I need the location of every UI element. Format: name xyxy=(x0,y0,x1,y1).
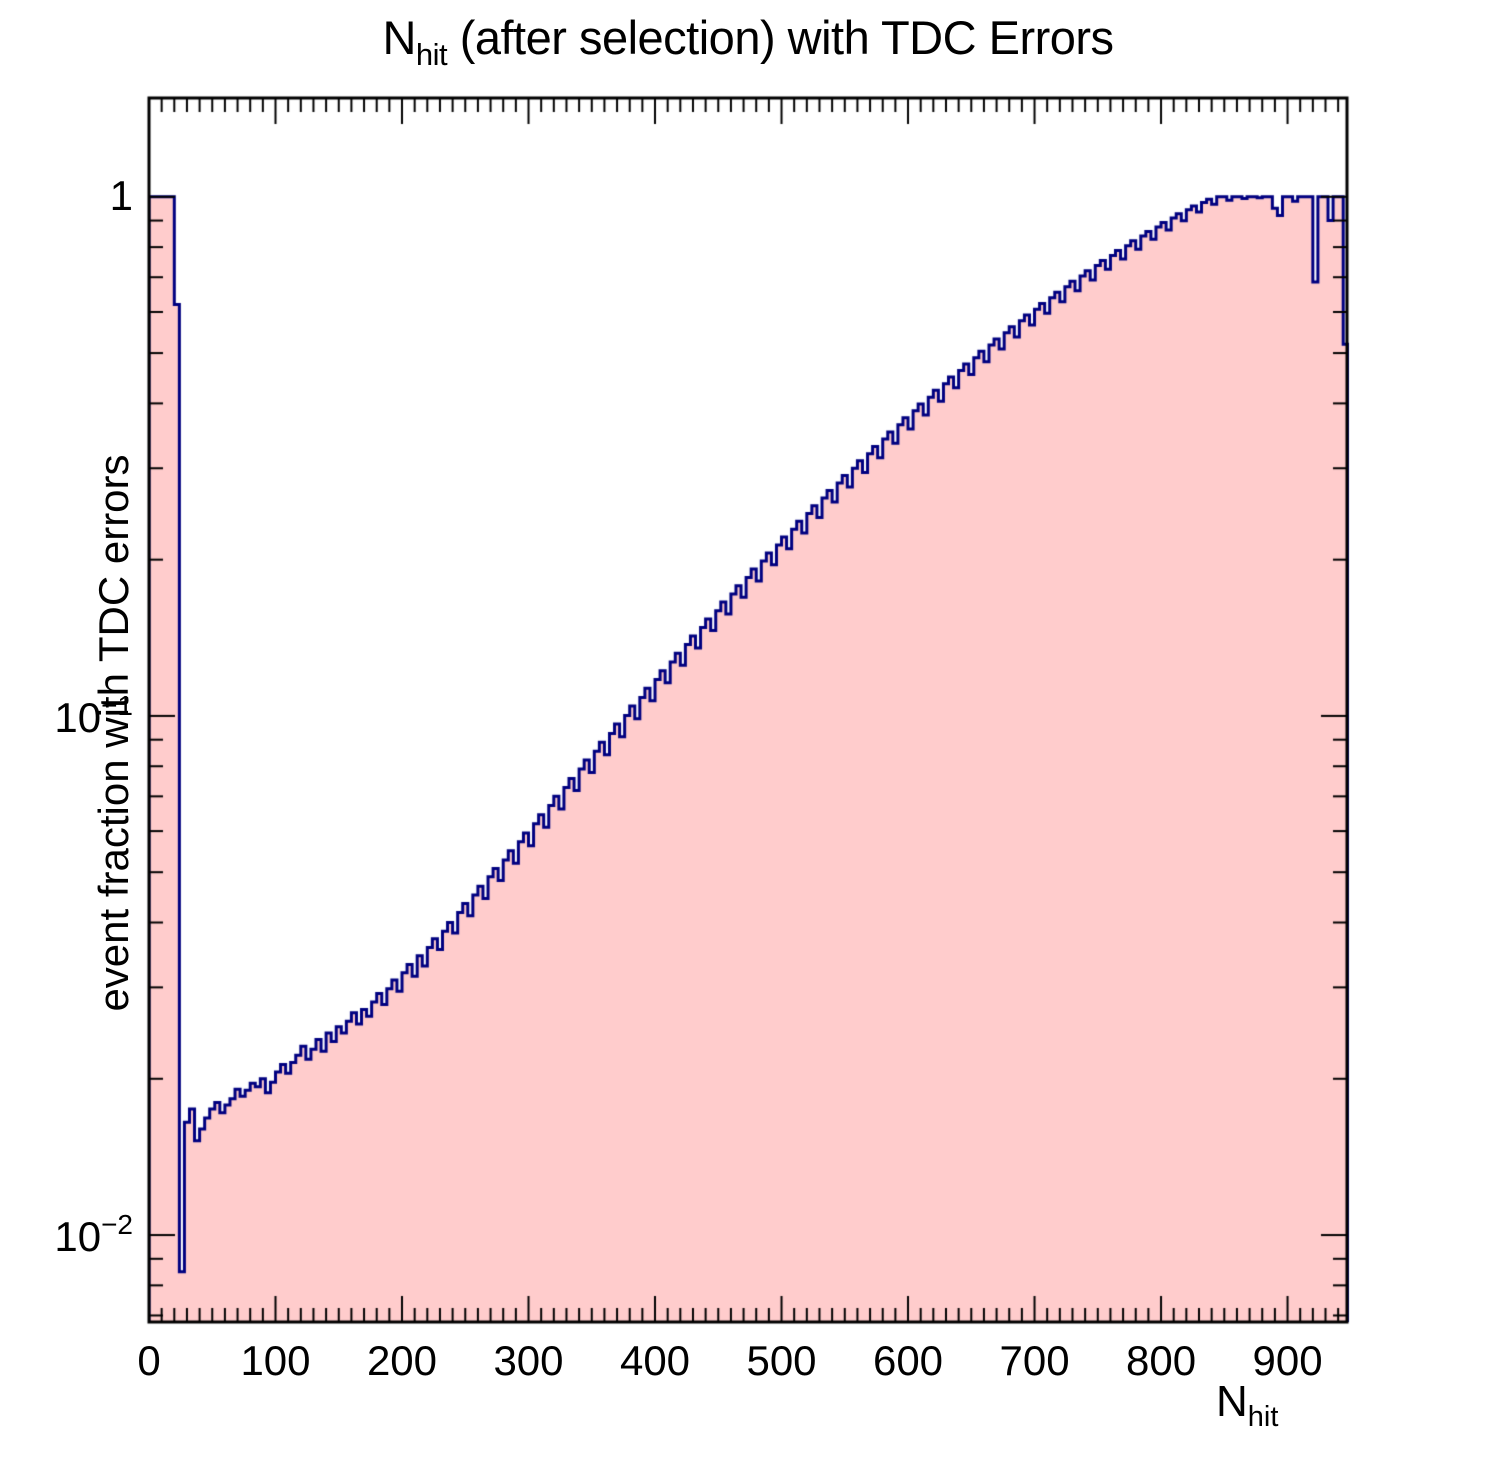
x-tick-label: 700 xyxy=(999,1337,1070,1384)
y-tick-base: 10 xyxy=(54,693,102,741)
x-axis-title-subscript: hit xyxy=(1247,1401,1279,1433)
chart-title: Nhit (after selection) with TDC Errors xyxy=(0,11,1496,70)
y-tick-base: 10 xyxy=(54,1213,102,1261)
x-tick-label: 500 xyxy=(746,1337,817,1384)
x-tick-label: 900 xyxy=(1252,1337,1323,1384)
y-tick-label: 10−1 xyxy=(0,691,133,741)
y-tick-exponent: −2 xyxy=(101,1209,133,1241)
x-tick-label: 400 xyxy=(619,1337,691,1384)
x-axis-title: Nhit xyxy=(1216,1377,1278,1432)
y-tick-label: 1 xyxy=(109,171,133,219)
y-tick-label: 10−2 xyxy=(0,1211,133,1261)
y-tick-exponent: −1 xyxy=(101,689,133,721)
chart-title-subscript: hit xyxy=(415,37,448,72)
x-tick-label: 0 xyxy=(137,1337,161,1384)
x-tick-label: 300 xyxy=(493,1337,564,1384)
x-tick-label: 200 xyxy=(366,1337,438,1384)
chart-title-main: N xyxy=(382,11,416,64)
x-tick-label: 100 xyxy=(240,1337,311,1384)
chart-title-rest: (after selection) with TDC Errors xyxy=(447,11,1114,64)
x-tick-label: 600 xyxy=(872,1337,944,1384)
x-axis-title-main: N xyxy=(1216,1377,1248,1426)
x-tick-label: 800 xyxy=(1125,1337,1197,1384)
